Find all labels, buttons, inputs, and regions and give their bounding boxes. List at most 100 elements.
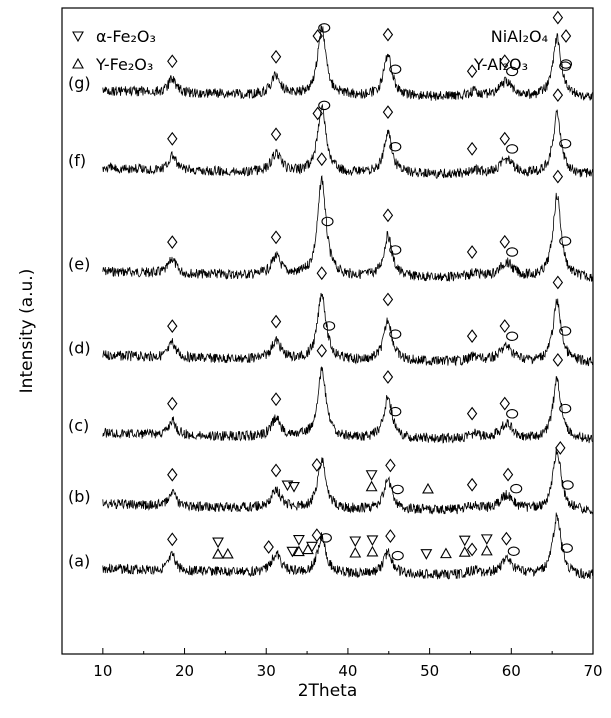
circle-marker [506,409,519,419]
x-tick-label: 30 [257,662,276,680]
triangle-up-marker [480,544,493,556]
diamond-marker [167,396,178,411]
plot-axes: 10 20 30 40 50 60 70 [61,7,603,680]
trace-a [102,512,593,580]
triangle-down-marker [458,535,471,547]
triangle-down-marker [420,549,433,560]
triangle-up-marker [440,547,452,559]
triangle-down-legend-icon [72,31,84,43]
trace-b [102,447,593,515]
circle-marker [506,247,519,257]
diamond-marker [316,343,327,358]
legend-label: Y-Fe₂O₃ [95,55,153,74]
diamond-marker [466,542,478,557]
triangle-down-marker [306,541,318,553]
circle-marker [391,550,404,561]
x-tick-label: 70 [583,662,602,680]
diamond-marker [501,531,512,546]
diamond-marker [552,10,564,25]
diamond-marker [311,528,323,543]
diamond-marker [552,88,564,103]
diamond-marker [466,64,478,79]
diamond-marker [382,208,394,223]
circle-legend-icon [559,59,573,69]
diamond-marker [382,292,394,307]
circle-marker [559,403,572,414]
diamond-marker [312,29,323,43]
series-label: (c) [68,416,89,435]
series-label: (a) [68,551,90,570]
diamond-marker [499,234,510,249]
series-label: (g) [68,73,91,92]
legend-label: NiAl₂O₄ [491,27,548,46]
diamond-marker [499,319,510,333]
triangle-up-marker [366,545,379,557]
diamond-marker [167,532,178,547]
trace-c [102,366,593,444]
circle-marker [559,138,572,149]
diamond-marker [316,266,327,281]
circle-marker [318,100,331,111]
triangle-up-marker [292,545,305,557]
diamond-marker [167,131,178,146]
diamond-marker [382,27,394,42]
legend: α-Fe₂O₃ Y-Fe₂O₃ NiAl₂O₄ Y-Al₂O₃ [72,27,573,74]
diamond-marker [466,141,478,156]
diamond-marker [167,54,178,69]
triangle-up-marker [458,546,471,557]
diamond-legend-icon [560,29,572,43]
circle-marker [389,406,402,417]
diamond-marker [466,329,478,344]
diamond-marker [270,463,282,478]
triangle-down-marker [212,537,224,549]
circle-marker [318,23,331,33]
legend-label: Y-Al₂O₃ [473,55,528,74]
trace-d [102,292,593,367]
x-tick-label: 10 [93,662,112,680]
triangle-up-marker [365,480,378,492]
diamond-marker [466,406,478,421]
circle-marker [559,326,572,336]
circle-marker [506,331,519,342]
circle-marker [510,483,523,494]
triangle-down-marker [365,470,378,481]
diamond-marker [263,540,274,554]
diamond-marker [270,230,282,245]
x-tick-label: 40 [338,662,357,680]
circle-marker [319,533,332,543]
circle-marker [389,64,402,74]
triangle-down-marker [286,546,299,558]
triangle-up-marker [221,547,234,559]
triangle-down-marker [288,481,300,493]
series-label: (f) [68,151,86,170]
diamond-marker [167,235,178,250]
triangle-up-marker [349,546,362,558]
legend-label: α-Fe₂O₃ [96,27,156,46]
circle-marker [507,546,520,556]
diamond-marker [499,396,510,411]
series-label: (b) [68,487,91,506]
x-tick-label: 60 [502,662,521,680]
diamond-marker [382,105,394,120]
circle-marker [389,245,402,255]
diamond-marker [270,127,282,142]
phase-markers [167,10,574,561]
diamond-marker [312,106,323,121]
triangle-down-marker [480,534,493,546]
diamond-marker [385,458,396,473]
diamond-marker [499,54,510,69]
diamond-marker [502,467,514,482]
triangle-down-marker [366,535,379,547]
diffraction-traces [102,25,593,580]
trace-f [102,103,593,179]
x-tick-label: 20 [175,662,194,680]
circle-marker [561,480,574,490]
diamond-marker [270,392,282,407]
diamond-marker [385,529,396,544]
circle-marker [389,142,402,152]
triangle-down-marker [349,536,362,548]
diamond-marker [270,314,282,329]
circle-marker [506,66,519,77]
